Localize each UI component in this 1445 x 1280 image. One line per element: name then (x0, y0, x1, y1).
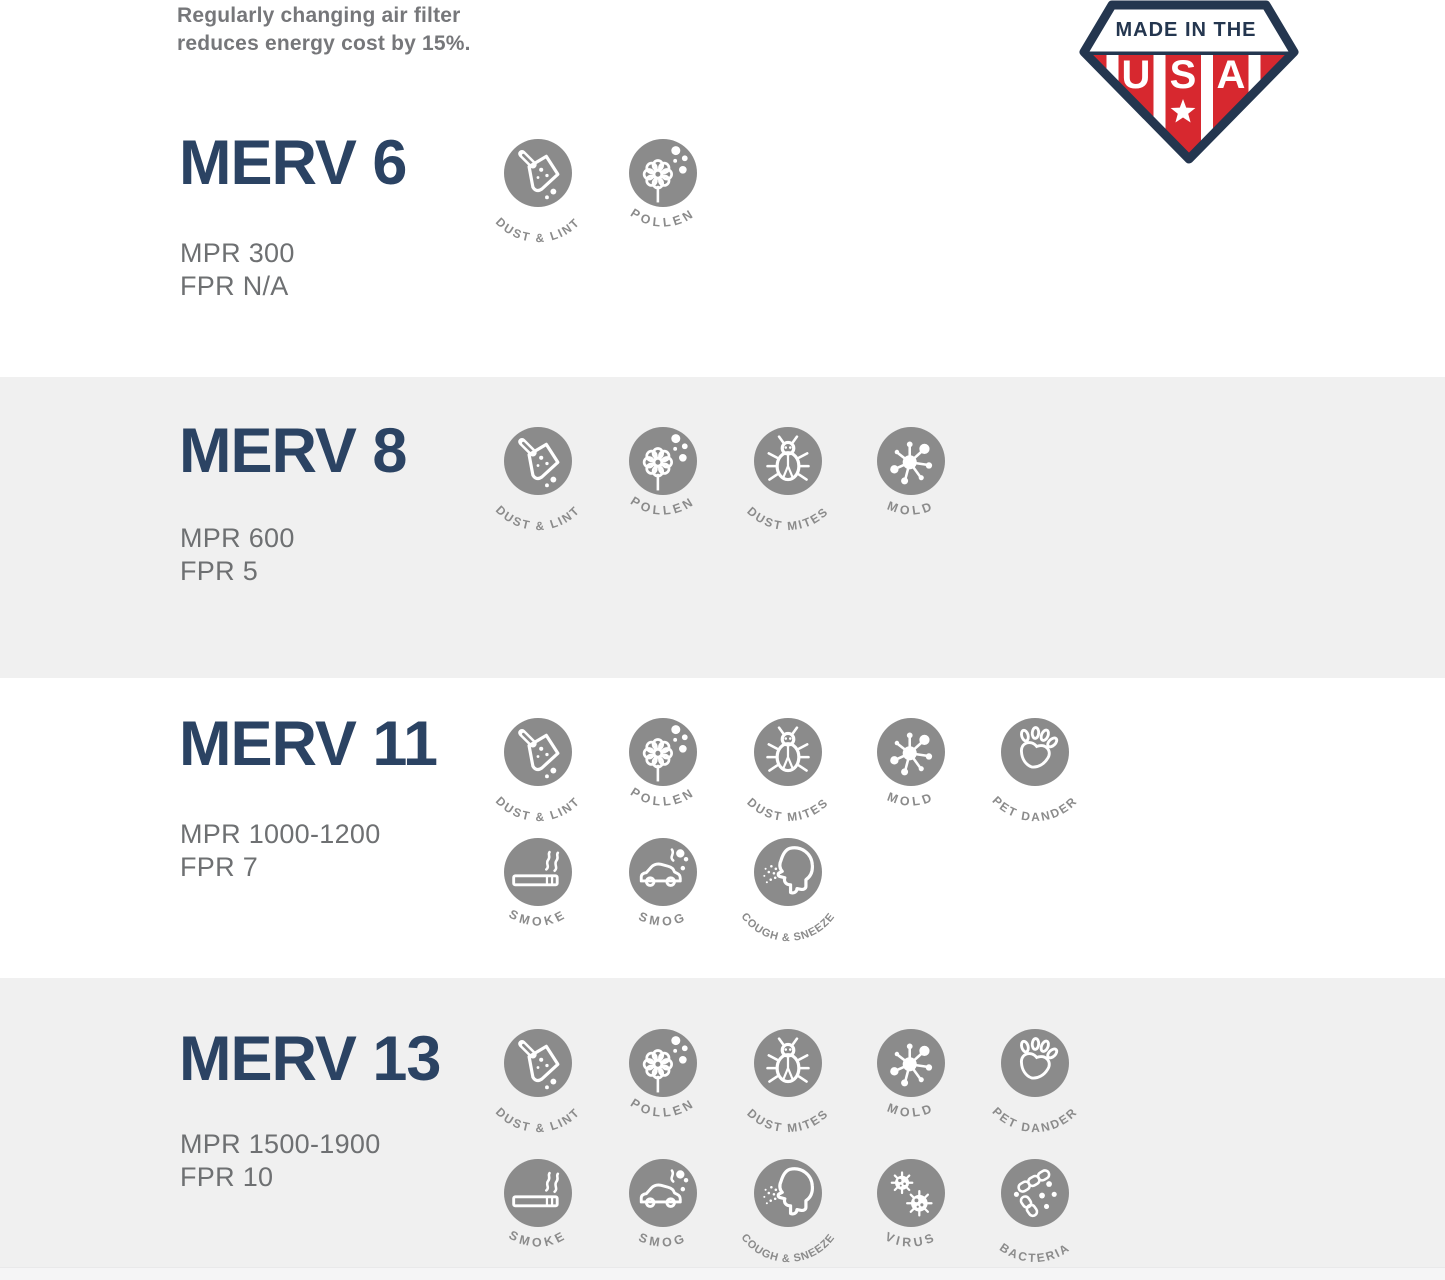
merv-11-fpr: FPR 7 (180, 852, 259, 882)
svg-text:POLLEN: POLLEN (628, 1096, 698, 1120)
svg-text:MOLD: MOLD (885, 1101, 936, 1120)
svg-text:POLLEN: POLLEN (628, 206, 698, 230)
smoke-icon: SMOKE (504, 838, 572, 929)
merv-8-title: MERV 8 (179, 416, 407, 486)
mold-icon: MOLD (877, 718, 945, 809)
svg-text:DUST MITES: DUST MITES (744, 504, 831, 533)
dust-lint-icon: DUST & LINT (493, 139, 583, 245)
virus-icon: VIRUS (877, 1159, 945, 1250)
merv-13-mpr: MPR 1500-1900 (180, 1129, 381, 1159)
dust-lint-icon: DUST & LINT (493, 718, 583, 824)
svg-text:SMOKE: SMOKE (507, 1228, 570, 1250)
svg-text:DUST & LINT: DUST & LINT (493, 215, 583, 245)
pet-dander-icon: PET DANDER (989, 1029, 1080, 1135)
dust-mites-icon: DUST MITES (744, 718, 831, 824)
svg-text:PET DANDER: PET DANDER (989, 1104, 1080, 1135)
dust-lint-icon: DUST & LINT (493, 427, 583, 533)
merv-6-title: MERV 6 (179, 128, 407, 198)
bacteria-icon: BACTERIA (997, 1159, 1073, 1265)
svg-text:COUGH & SNEEZE: COUGH & SNEEZE (739, 1232, 838, 1265)
energy-note-line1: Regularly changing air filter (177, 4, 461, 27)
pollen-icon: POLLEN (628, 427, 698, 518)
merv-11-title: MERV 11 (179, 709, 438, 779)
svg-text:POLLEN: POLLEN (628, 494, 698, 518)
pollen-icon: POLLEN (628, 1029, 698, 1120)
merv-8-band (0, 377, 1445, 678)
svg-text:PET DANDER: PET DANDER (989, 793, 1080, 824)
merv-13-band (0, 978, 1445, 1267)
merv-11-mpr: MPR 1000-1200 (180, 819, 381, 849)
dust-mites-icon: DUST MITES (744, 427, 831, 533)
merv-6-mpr: MPR 300 (180, 238, 295, 268)
smog-icon: SMOG (629, 838, 697, 929)
svg-text:MOLD: MOLD (885, 790, 936, 809)
merv-8-fpr: FPR 5 (180, 556, 259, 586)
badge-letter-s: S (1170, 53, 1197, 97)
svg-text:POLLEN: POLLEN (628, 785, 698, 809)
cough-sneeze-icon: COUGH & SNEEZE (739, 838, 838, 944)
energy-note: Regularly changing air filter reduces en… (177, 2, 471, 58)
badge-border (1079, 0, 1299, 164)
merv-11-specs: MPR 1000-1200 FPR 7 (180, 818, 381, 884)
dust-lint-icon: DUST & LINT (493, 1029, 583, 1135)
merv-13-specs: MPR 1500-1900 FPR 10 (180, 1128, 381, 1194)
badge-banner-text: MADE IN THE (1116, 19, 1257, 41)
svg-text:COUGH & SNEEZE: COUGH & SNEEZE (739, 911, 838, 944)
made-in-usa-badge: MADE IN THE U S A (1079, 0, 1299, 164)
pollen-icon: POLLEN (628, 718, 698, 809)
svg-text:DUST & LINT: DUST & LINT (493, 1105, 583, 1135)
merv-6-specs: MPR 300 FPR N/A (180, 237, 295, 303)
star-icon (1170, 99, 1196, 123)
svg-text:DUST MITES: DUST MITES (744, 1106, 831, 1135)
pet-dander-icon: PET DANDER (989, 718, 1080, 824)
svg-text:SMOG: SMOG (637, 1230, 690, 1250)
merv-6-fpr: FPR N/A (180, 271, 289, 301)
svg-text:SMOG: SMOG (637, 909, 690, 929)
dust-mites-icon: DUST MITES (744, 1029, 831, 1135)
merv-8-specs: MPR 600 FPR 5 (180, 522, 295, 588)
smog-icon: SMOG (629, 1159, 697, 1250)
bottom-strip (0, 1267, 1445, 1280)
mold-icon: MOLD (877, 1029, 945, 1120)
cough-sneeze-icon: COUGH & SNEEZE (739, 1159, 838, 1265)
svg-text:VIRUS: VIRUS (883, 1230, 939, 1250)
mold-icon: MOLD (877, 427, 945, 518)
energy-note-line2: reduces energy cost by 15%. (177, 32, 471, 55)
smoke-icon: SMOKE (504, 1159, 572, 1250)
svg-text:MOLD: MOLD (885, 499, 936, 518)
merv-8-mpr: MPR 600 (180, 523, 295, 553)
svg-text:BACTERIA: BACTERIA (997, 1240, 1073, 1265)
svg-text:DUST & LINT: DUST & LINT (493, 503, 583, 533)
merv-13-title: MERV 13 (179, 1024, 441, 1094)
merv-13-fpr: FPR 10 (180, 1162, 274, 1192)
svg-text:DUST & LINT: DUST & LINT (493, 794, 583, 824)
badge-letter-a: A (1217, 53, 1246, 97)
svg-text:SMOKE: SMOKE (507, 907, 570, 929)
pollen-icon: POLLEN (628, 139, 698, 230)
svg-text:DUST MITES: DUST MITES (744, 795, 831, 824)
